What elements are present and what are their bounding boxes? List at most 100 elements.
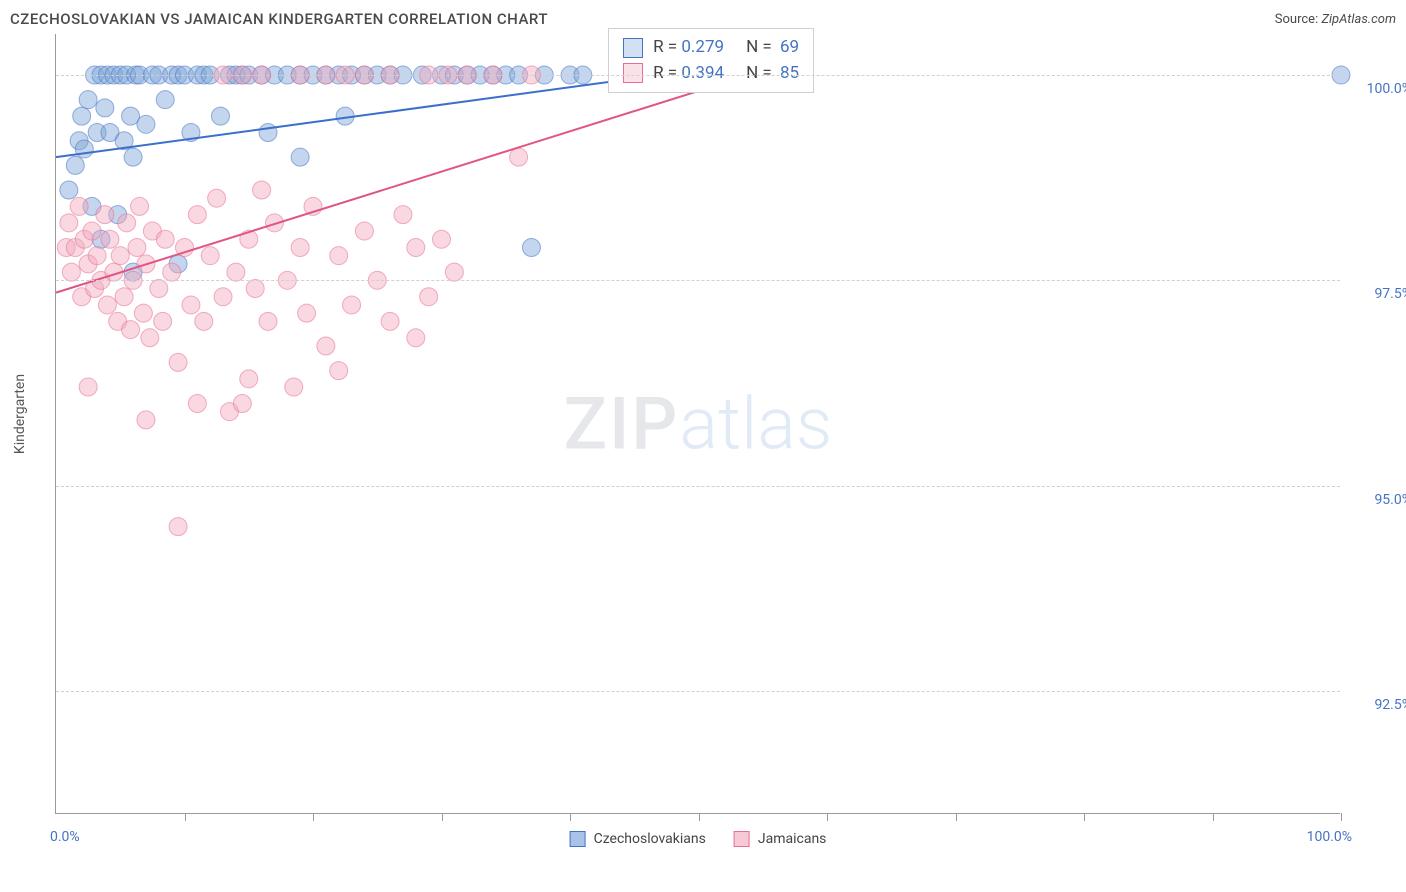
scatter-point — [98, 296, 116, 314]
scatter-point — [407, 329, 425, 347]
scatter-point — [122, 321, 140, 339]
y-tick-label: 97.5% — [1352, 286, 1406, 302]
scatter-point — [88, 247, 106, 265]
scatter-point — [433, 230, 451, 248]
x-tick — [570, 813, 571, 821]
y-axis-label: Kindergarten — [12, 374, 28, 454]
stat-row: R = 0.279 N = 69 — [623, 35, 799, 61]
source-link[interactable]: ZipAtlas.com — [1321, 12, 1396, 27]
scatter-point — [182, 296, 200, 314]
scatter-point — [79, 91, 97, 109]
scatter-point — [317, 337, 335, 355]
y-tick-label: 100.0% — [1352, 81, 1406, 97]
scatter-point — [211, 107, 229, 125]
scatter-point — [156, 230, 174, 248]
scatter-point — [137, 115, 155, 133]
stat-n-label: N = 69 — [746, 35, 799, 61]
scatter-point — [163, 263, 181, 281]
scatter-point — [285, 378, 303, 396]
correlation-stat-box: R = 0.279N = 69R = 0.394N = 85 — [608, 28, 814, 93]
scatter-point — [259, 124, 277, 142]
scatter-point — [291, 148, 309, 166]
scatter-point — [291, 238, 309, 256]
legend-label: Czechoslovakians — [594, 831, 706, 847]
scatter-point — [522, 238, 540, 256]
y-tick-label: 95.0% — [1352, 492, 1406, 508]
scatter-point — [111, 247, 129, 265]
scatter-point — [150, 280, 168, 298]
scatter-point — [101, 230, 119, 248]
scatter-point — [156, 91, 174, 109]
scatter-point — [227, 263, 245, 281]
scatter-point — [131, 197, 149, 215]
scatter-point — [246, 280, 264, 298]
scatter-point — [445, 263, 463, 281]
scatter-point — [137, 411, 155, 429]
scatter-point — [83, 222, 101, 240]
stat-r-label: R = 0.394 — [653, 61, 724, 87]
scatter-point — [75, 140, 93, 158]
x-tick — [956, 813, 957, 821]
chart-title: CZECHOSLOVAKIAN VS JAMAICAN KINDERGARTEN… — [10, 10, 548, 28]
x-axis-max-label: 100.0% — [1307, 829, 1352, 845]
x-tick — [185, 813, 186, 821]
scatter-point — [233, 394, 251, 412]
x-axis-min-label: 0.0% — [50, 829, 80, 845]
scatter-point — [343, 296, 361, 314]
gridline — [56, 280, 1340, 281]
legend-swatch-icon — [734, 831, 750, 847]
gridline — [56, 691, 1340, 692]
scatter-point — [330, 247, 348, 265]
scatter-point — [253, 181, 271, 199]
scatter-point — [79, 378, 97, 396]
scatter-point — [259, 312, 277, 330]
scatter-point — [420, 288, 438, 306]
legend: Czechoslovakians Jamaicans — [570, 831, 827, 847]
scatter-point — [96, 99, 114, 117]
scatter-point — [169, 353, 187, 371]
legend-swatch-icon — [623, 38, 643, 58]
chart-area: Kindergarten ZIPatlas R = 0.279N = 69R =… — [0, 34, 1406, 844]
scatter-point — [195, 312, 213, 330]
source-attribution: Source: ZipAtlas.com — [1275, 12, 1396, 27]
scatter-point — [141, 329, 159, 347]
scatter-point — [134, 304, 152, 322]
scatter-point — [118, 214, 136, 232]
stat-r-label: R = 0.279 — [653, 35, 724, 61]
gridline — [56, 75, 1340, 76]
scatter-point — [154, 312, 172, 330]
scatter-point — [66, 156, 84, 174]
scatter-point — [62, 263, 80, 281]
plot-region: ZIPatlas R = 0.279N = 69R = 0.394N = 85 … — [55, 34, 1340, 814]
scatter-point — [60, 214, 78, 232]
scatter-point — [381, 312, 399, 330]
scatter-point — [240, 370, 258, 388]
scatter-point — [330, 362, 348, 380]
legend-swatch-icon — [623, 63, 643, 83]
scatter-point — [510, 148, 528, 166]
scatter-point — [407, 238, 425, 256]
scatter-point — [208, 189, 226, 207]
x-tick — [1213, 813, 1214, 821]
y-tick-label: 92.5% — [1352, 697, 1406, 713]
legend-label: Jamaicans — [758, 831, 827, 847]
scatter-point — [298, 304, 316, 322]
scatter-point — [355, 222, 373, 240]
x-tick — [1341, 813, 1342, 821]
scatter-point — [70, 197, 88, 215]
x-tick — [827, 813, 828, 821]
legend-swatch-icon — [570, 831, 586, 847]
scatter-point — [73, 107, 91, 125]
x-tick — [313, 813, 314, 821]
scatter-point — [188, 394, 206, 412]
scatter-point — [96, 206, 114, 224]
scatter-point — [201, 247, 219, 265]
scatter-point — [115, 288, 133, 306]
scatter-point — [394, 206, 412, 224]
x-tick — [1084, 813, 1085, 821]
scatter-point — [214, 288, 232, 306]
scatter-point — [124, 148, 142, 166]
x-tick — [699, 813, 700, 821]
scatter-point — [128, 238, 146, 256]
scatter-svg — [56, 34, 1340, 813]
